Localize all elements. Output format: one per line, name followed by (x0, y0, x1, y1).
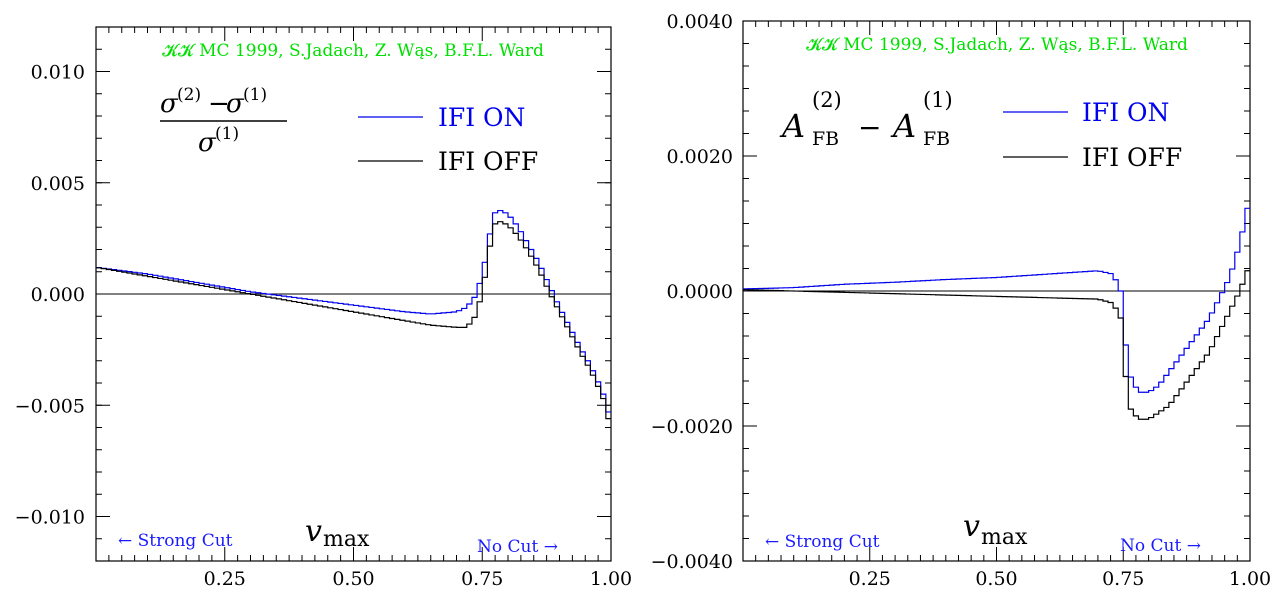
right-x-tick-label: 0.25 (849, 568, 891, 590)
left-legend: IFI ON IFI OFF (358, 103, 538, 176)
right-y-tick-label: 0.0000 (667, 281, 733, 303)
right-xlabel-var: v (963, 509, 980, 544)
left-y-tick-label: −0.005 (15, 395, 85, 417)
left-legend-label-ifi-on: IFI ON (438, 103, 525, 132)
right-ylabel-formula: A (2) FB − A (1) FB (779, 88, 953, 150)
right-credit-text: 𝓚𝓚 MC 1999, S.Jadach, Z. Wąs, B.F.L. War… (806, 35, 1188, 55)
right-legend: IFI ON IFI OFF (1003, 98, 1182, 172)
right-ylabel-a2: A (890, 107, 916, 145)
left-y-tick-label: 0.000 (31, 284, 85, 306)
left-x-tick-label: 0.25 (204, 568, 246, 590)
left-x-tick-label: 0.50 (332, 568, 374, 590)
right-y-tick-label: −0.0040 (651, 551, 733, 573)
left-ylabel-formula: σ (2) − σ (1) σ (1) (160, 85, 287, 158)
left-legend-label-ifi-off: IFI OFF (438, 147, 538, 176)
left-y-tick-label: 0.005 (31, 173, 85, 195)
left-xlabel-sub: max (323, 527, 370, 552)
left-ylabel-minus: − (208, 89, 230, 119)
left-strong-cut-label: ← Strong Cut (118, 531, 233, 551)
left-xlabel: v max (305, 514, 370, 552)
left-x-tick-label: 0.75 (461, 568, 503, 590)
left-ylabel-num-sigma: σ (160, 89, 179, 119)
left-ylabel-num-sup1: (1) (243, 85, 267, 105)
left-panel: 0.25 0.50 0.75 1.00 −0.010 −0.005 0.000 0.005 0.… (15, 26, 632, 590)
left-y-tick-label: −0.010 (15, 507, 85, 529)
right-y-tick-label: 0.0040 (667, 11, 733, 33)
right-ylabel-sub1: FB (812, 128, 839, 150)
left-no-cut-label: No Cut → (477, 537, 558, 557)
left-ylabel-num-sigma2: σ (226, 89, 245, 119)
right-strong-cut-label: ← Strong Cut (765, 532, 880, 552)
right-series-ifi-on (743, 207, 1250, 393)
left-y-tick-label: 0.010 (31, 62, 85, 84)
right-ylabel-sup2: (2) (812, 88, 842, 112)
left-x-tick-label: 1.00 (590, 568, 632, 590)
right-legend-label-ifi-on: IFI ON (1082, 98, 1169, 127)
right-x-tick-label: 0.50 (975, 568, 1017, 590)
right-xlabel: v max (963, 509, 1028, 550)
right-plot-area: 0.25 0.50 0.75 1.00−0.0040−0.00200.00000.00… (651, 11, 1272, 590)
right-series-ifi-off (743, 270, 1250, 420)
right-ylabel-a1: A (779, 107, 805, 145)
right-x-tick-label: 1.00 (1229, 568, 1271, 590)
left-xlabel-var: v (305, 514, 322, 549)
right-ylabel-minus: − (858, 111, 881, 144)
right-y-tick-label: −0.0020 (651, 416, 733, 438)
left-ylabel-num-sup2: (2) (177, 85, 201, 105)
right-ylabel-sub2: FB (923, 128, 950, 150)
right-ylabel-sup1: (1) (923, 88, 953, 112)
right-no-cut-label: No Cut → (1120, 536, 1201, 556)
right-xlabel-sub: max (981, 525, 1028, 550)
left-series-ifi-off (96, 221, 611, 420)
left-plot-area: 0.25 0.50 0.75 1.00 −0.010 −0.005 0.000 0.005 0.… (15, 26, 632, 590)
right-panel: 0.25 0.50 0.75 1.00−0.0040−0.00200.00000.00… (651, 11, 1272, 590)
left-ylabel-den-sigma: σ (198, 128, 217, 158)
right-y-tick-label: 0.0020 (667, 146, 733, 168)
left-ylabel-den-sup: (1) (215, 124, 239, 144)
left-credit-text: 𝓚𝓚 MC 1999, S.Jadach, Z. Wąs, B.F.L. War… (162, 41, 544, 61)
right-x-tick-label: 0.75 (1102, 568, 1144, 590)
right-legend-label-ifi-off: IFI OFF (1082, 143, 1182, 172)
